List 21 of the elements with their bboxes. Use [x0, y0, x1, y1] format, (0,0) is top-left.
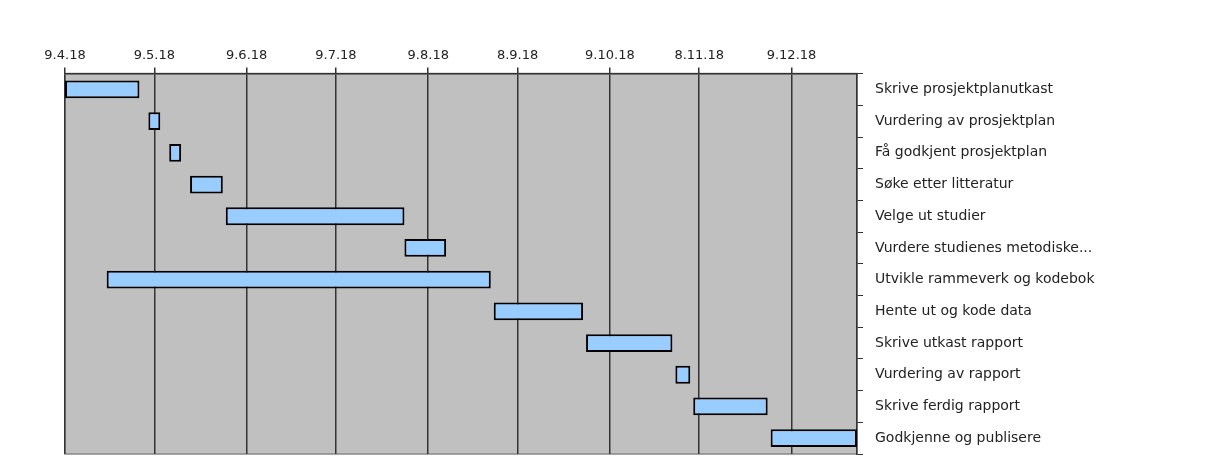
x-tick-label: 8.9.18	[496, 47, 539, 63]
y-tick-label: Skrive utkast rapport	[875, 333, 1024, 350]
y-tick-label: Vurdere studienes metodiske...	[875, 238, 1093, 255]
y-tick-label: Utvikle rammeverk og kodebok	[875, 270, 1096, 287]
x-tick-label: 9.8.18	[407, 47, 449, 63]
y-tick-label: Godkjenne og publisere	[875, 428, 1042, 445]
x-tick-label: 9.4.18	[44, 47, 86, 63]
x-tick-label: 8.11.18	[674, 47, 725, 63]
x-tick-label: 9.5.18	[133, 47, 175, 63]
y-tick-label: Skrive prosjektplanutkast	[875, 80, 1054, 97]
y-tick-label: Vurdering av prosjektplan	[875, 111, 1056, 128]
y-tick-label: Velge ut studier	[875, 206, 986, 223]
y-tick-label: Skrive ferdig rapport	[875, 397, 1021, 414]
x-tick-label: 9.12.18	[766, 47, 817, 63]
x-tick-label: 9.7.18	[315, 47, 357, 63]
y-tick-label: Søke etter litteratur	[875, 175, 1014, 192]
y-tick-label: Få godkjent prosjektplan	[875, 143, 1048, 160]
x-tick-label: 9.6.18	[225, 47, 268, 63]
x-tick-label: 9.10.18	[585, 47, 635, 63]
y-tick-label: Hente ut og kode data	[875, 301, 1032, 318]
y-tick-label: Vurdering av rapport	[875, 365, 1022, 382]
